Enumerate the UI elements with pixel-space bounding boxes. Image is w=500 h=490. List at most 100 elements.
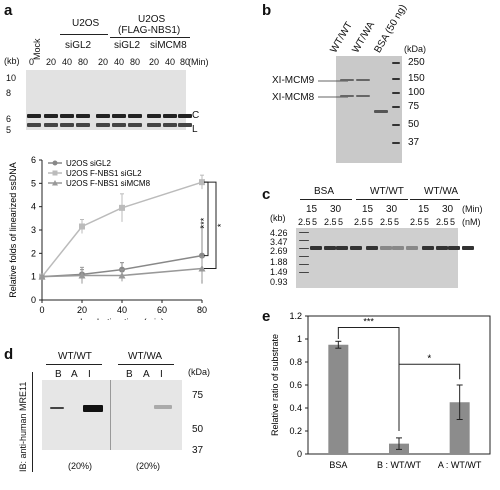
- data-point: [198, 265, 206, 272]
- substrate-band-c: [380, 246, 392, 250]
- bar: [449, 402, 470, 454]
- data-point: [119, 204, 125, 211]
- marker-c: 1.49: [270, 267, 288, 277]
- conc-label-c: 2.5: [380, 217, 393, 227]
- header-flag-nbs1: (FLAG-NBS1): [118, 25, 181, 36]
- ladder-band-c: [299, 232, 309, 233]
- min-unit: (Min): [188, 57, 209, 67]
- conc-label-c: 5: [312, 217, 318, 227]
- substrate-band-c: [324, 246, 336, 250]
- bracket-flag: [110, 37, 190, 38]
- time-label: 40: [165, 57, 176, 67]
- group-label-c: WT/WT: [370, 186, 404, 197]
- substrate-band-c: [406, 246, 418, 250]
- band-c: [44, 114, 58, 118]
- substrate-band-c: [422, 246, 434, 250]
- legend-label: U2OS F-NBS1 siMCM8: [66, 179, 151, 188]
- y-tick-label: 0.8: [289, 357, 302, 367]
- band-l: [96, 123, 110, 127]
- ladder-band-b: [392, 106, 400, 108]
- kda-unit-d: (kDa): [188, 367, 210, 377]
- time-label: 0: [29, 57, 35, 67]
- label-arrows-b: [318, 80, 348, 98]
- substrate-band-c: [310, 246, 322, 250]
- band-l: [27, 123, 41, 127]
- time-label: 80: [78, 57, 89, 67]
- x-tick-label: BSA: [329, 460, 347, 470]
- marker-b: 100: [408, 87, 425, 98]
- time-label: 20: [98, 57, 109, 67]
- band-l: [112, 123, 126, 127]
- panel-label-e: e: [262, 308, 271, 325]
- marker-b: 50: [408, 119, 420, 130]
- gel-d: [42, 380, 182, 450]
- kb-unit-c: (kb): [270, 213, 286, 223]
- ib-label-line: [32, 372, 33, 472]
- legend-label: U2OS F-NBS1 siGL2: [66, 169, 142, 178]
- band-l-label: L: [192, 124, 198, 135]
- time-label: 40: [114, 57, 125, 67]
- band-c: [147, 114, 161, 118]
- marker-c: 4.26: [270, 228, 288, 238]
- band-c: [76, 114, 90, 118]
- y-axis-label: Relative ratio of substrate: [270, 334, 280, 436]
- substrate-band-c: [336, 246, 348, 250]
- conc-label-c: 5: [338, 217, 344, 227]
- kb-marker: 8: [6, 88, 12, 98]
- lane-label-d: I: [160, 369, 163, 380]
- mre11-band-b: [50, 407, 64, 409]
- ladder-band-c: [299, 272, 309, 273]
- y-tick-label: 2: [31, 248, 36, 258]
- ladder-band-c: [299, 240, 309, 241]
- y-tick-label: 0.4: [289, 403, 302, 413]
- time-label: 40: [62, 57, 73, 67]
- band-l: [163, 123, 177, 127]
- group-bracket-c: [300, 199, 352, 200]
- lane-label-d: A: [71, 369, 78, 380]
- marker-d: 50: [192, 424, 204, 435]
- ladder-band-b: [392, 142, 400, 144]
- y-tick-label: 0.6: [289, 380, 302, 390]
- time-label-c: 15: [362, 204, 374, 215]
- gel-b: [336, 56, 402, 163]
- lane-label-d: A: [143, 369, 150, 380]
- conc-label-c: 5: [450, 217, 456, 227]
- marker-b: 75: [408, 101, 420, 112]
- conc-label-c: 2.5: [436, 217, 449, 227]
- time-label: 80: [180, 57, 191, 67]
- legend-marker: [52, 170, 58, 176]
- data-point: [79, 223, 85, 230]
- x-tick-label: 60: [157, 305, 167, 315]
- pct-wtwa: (20%): [136, 461, 161, 471]
- y-tick-label: 1: [297, 334, 302, 344]
- band-l: [178, 123, 192, 127]
- sig-bracket: [204, 181, 217, 269]
- x-tick-label: 80: [197, 305, 207, 315]
- y-tick-label: 6: [31, 155, 36, 165]
- substrate-band-c: [366, 246, 378, 250]
- sig-label: ***: [363, 317, 374, 327]
- x-tick-label: 20: [77, 305, 87, 315]
- data-point: [199, 179, 205, 186]
- y-tick-label: 4: [31, 202, 36, 212]
- time-label-c: 30: [330, 204, 342, 215]
- kb-unit: (kb): [4, 56, 20, 66]
- chart-e: 0 0.2 0.4 0.6 0.8 1 1.2 Relative ratio of subst…: [270, 311, 491, 470]
- marker-d: 75: [192, 390, 204, 401]
- time-label: 80: [130, 57, 141, 67]
- ladder-band-b: [392, 62, 400, 64]
- substrate-band-c: [448, 246, 460, 250]
- time-label-c: 30: [442, 204, 454, 215]
- panel-label-b: b: [262, 2, 272, 19]
- conc-label-c: 2.5: [410, 217, 423, 227]
- y-tick-label: 5: [31, 178, 36, 188]
- ib-label: IB: anti-human MRE11: [18, 381, 28, 472]
- substrate-band-c: [436, 246, 448, 250]
- band-l: [76, 123, 90, 127]
- band-l: [128, 123, 142, 127]
- min-unit-c: (Min): [462, 204, 483, 214]
- panel-label-a: a: [4, 2, 13, 19]
- data-point: [118, 272, 126, 279]
- bracket-wtwa-d: [118, 364, 174, 365]
- gel-d-divider: [110, 380, 111, 450]
